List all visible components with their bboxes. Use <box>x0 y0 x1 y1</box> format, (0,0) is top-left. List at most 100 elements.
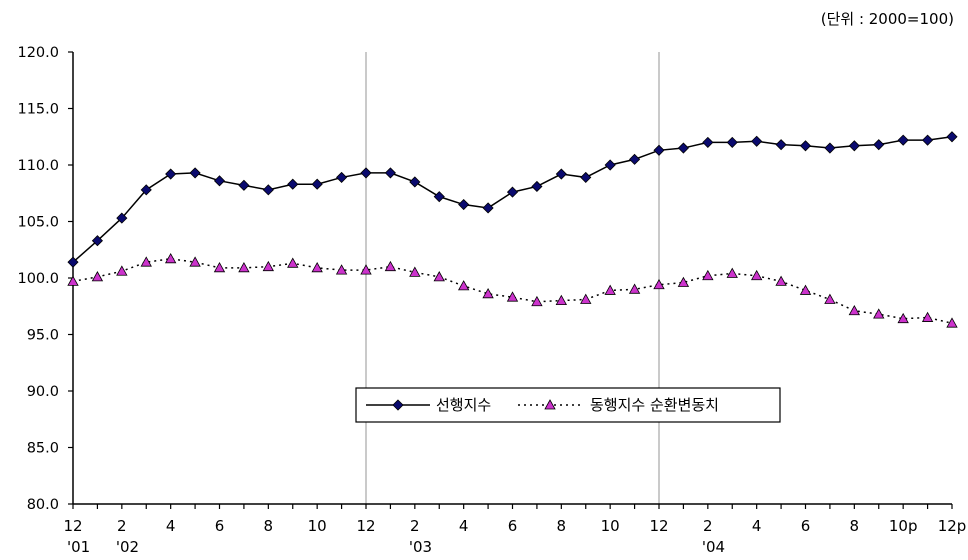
data-point-triangle <box>262 260 275 272</box>
data-point-triangle <box>433 271 445 282</box>
data-point-triangle <box>873 308 885 319</box>
unit-label: (단위 : 2000=100) <box>820 10 954 28</box>
data-point-diamond <box>67 256 79 268</box>
data-point-diamond <box>897 134 909 146</box>
y-tick-label: 95.0 <box>27 328 59 344</box>
data-point-triangle <box>506 291 519 302</box>
data-point-triangle <box>67 275 79 286</box>
data-point-triangle <box>287 257 299 268</box>
x-year-label: '02 <box>116 538 139 556</box>
data-point-triangle <box>848 304 861 316</box>
y-tick-label: 85.0 <box>27 441 59 457</box>
data-point-diamond <box>189 167 201 179</box>
x-tick-label: 10p <box>889 517 918 535</box>
x-tick-label: 2 <box>117 517 127 535</box>
y-tick-label: 120.0 <box>17 45 59 61</box>
x-year-label: '03 <box>409 538 432 556</box>
data-point-diamond <box>848 140 860 152</box>
data-point-triangle <box>213 262 226 273</box>
data-point-triangle <box>409 266 421 277</box>
data-point-triangle <box>555 294 568 306</box>
data-point-diamond <box>482 202 494 214</box>
x-tick-label: 12 <box>356 517 375 535</box>
x-tick-label: 2 <box>410 517 420 535</box>
data-point-diamond <box>262 184 274 196</box>
data-point-triangle <box>384 260 397 272</box>
data-point-triangle <box>628 283 641 294</box>
data-point-triangle <box>360 264 372 275</box>
x-tick-label: 4 <box>166 517 176 535</box>
data-point-triangle <box>189 256 201 267</box>
data-point-triangle <box>726 267 738 278</box>
x-tick-label: 12 <box>63 517 82 535</box>
legend-label-2: 동행지수 순환변동치 <box>590 396 719 414</box>
data-point-diamond <box>555 168 567 180</box>
data-point-diamond <box>726 136 738 148</box>
data-point-diamond <box>653 144 665 156</box>
data-point-diamond <box>458 198 470 211</box>
data-point-diamond <box>165 168 177 180</box>
x-year-label: '04 <box>702 538 725 556</box>
data-point-diamond <box>409 176 421 188</box>
data-point-triangle <box>799 284 812 295</box>
data-point-diamond <box>775 139 787 151</box>
data-point-triangle <box>677 276 690 287</box>
data-point-diamond <box>824 142 836 154</box>
data-point-triangle <box>653 278 665 290</box>
legend-marker-2 <box>544 399 556 410</box>
data-point-diamond <box>946 131 958 143</box>
data-point-triangle <box>946 317 958 328</box>
data-point-diamond <box>580 171 592 183</box>
series-line-0 <box>72 136 953 263</box>
y-tick-label: 80.0 <box>27 497 59 513</box>
data-point-triangle <box>702 269 714 281</box>
y-tick-label: 100.0 <box>17 271 59 287</box>
y-tick-label: 115.0 <box>17 102 59 118</box>
x-tick-label: 2 <box>703 517 713 535</box>
x-tick-label: 6 <box>508 517 518 535</box>
data-point-triangle <box>116 265 128 276</box>
data-point-triangle <box>482 287 494 299</box>
data-point-triangle <box>824 293 836 304</box>
data-point-triangle <box>531 295 543 307</box>
data-point-diamond <box>336 171 348 183</box>
data-point-triangle <box>91 271 104 282</box>
data-point-diamond <box>433 191 445 203</box>
data-point-triangle <box>311 262 323 273</box>
data-point-diamond <box>751 135 763 147</box>
data-point-diamond <box>140 184 152 196</box>
y-tick-label: 90.0 <box>27 384 59 400</box>
x-tick-label: 8 <box>850 517 860 535</box>
data-point-diamond <box>604 159 616 171</box>
data-point-diamond <box>531 180 543 193</box>
data-point-triangle <box>140 256 152 267</box>
data-point-triangle <box>457 280 470 291</box>
x-tick-label: 4 <box>459 517 469 535</box>
data-point-triangle <box>604 284 616 295</box>
series-line-1 <box>72 258 953 324</box>
x-tick-label: 10 <box>601 517 620 535</box>
data-point-diamond <box>629 153 641 165</box>
x-tick-label: 12p <box>938 517 967 535</box>
data-point-diamond <box>213 175 226 187</box>
data-point-triangle <box>775 275 787 286</box>
data-point-diamond <box>311 178 323 190</box>
x-tick-label: 8 <box>264 517 274 535</box>
data-point-diamond <box>116 212 128 224</box>
x-tick-label: 8 <box>557 517 567 535</box>
data-point-triangle <box>750 269 763 281</box>
y-tick-label: 105.0 <box>17 215 59 231</box>
data-point-diamond <box>922 134 934 146</box>
data-point-diamond <box>238 179 250 191</box>
data-point-diamond <box>702 136 714 148</box>
data-point-triangle <box>238 262 250 273</box>
data-point-triangle <box>164 252 177 264</box>
legend-marker-1 <box>392 399 404 411</box>
data-point-diamond <box>384 167 396 179</box>
data-point-diamond <box>287 178 299 190</box>
x-tick-label: 10 <box>308 517 327 535</box>
data-point-triangle <box>580 293 592 304</box>
data-point-diamond <box>360 167 372 179</box>
